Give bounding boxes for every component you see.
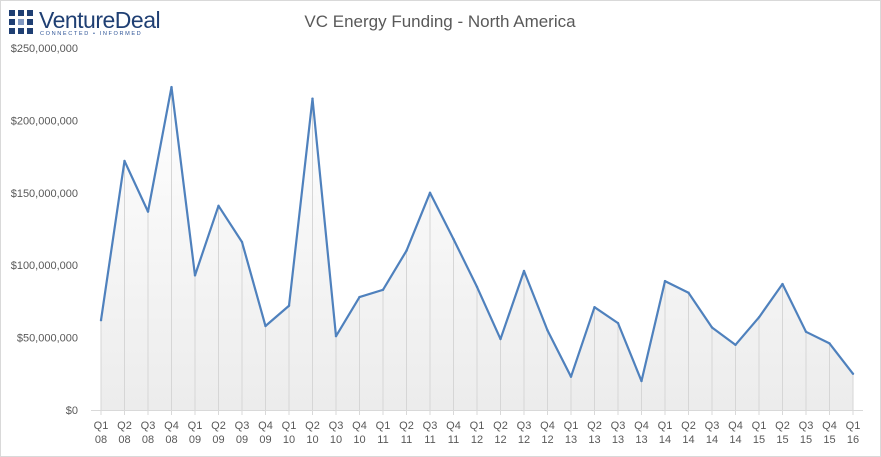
data-point [851,372,855,375]
data-point [428,191,432,194]
x-tick-label: Q4 10 [352,420,367,446]
x-tick-label: Q4 12 [540,420,555,446]
y-tick-label: $200,000,000 [11,115,78,127]
x-tick-label: Q2 08 [117,420,132,446]
x-tick-label: Q2 13 [587,420,602,446]
data-point [663,279,667,283]
logo-wordmark: VentureDeal [39,7,161,33]
data-point [287,304,291,307]
x-tick-label: Q2 11 [399,420,414,446]
data-point [334,334,338,338]
data-point [710,326,714,329]
data-point [405,249,408,252]
y-tick-label: $50,000,000 [17,333,78,345]
y-tick-label: $150,000,000 [11,188,78,200]
x-tick-label: Q3 11 [423,420,438,446]
data-point [828,342,831,345]
y-tick-label: $0 [66,405,78,417]
data-point [757,316,761,319]
x-tick-label: Q1 11 [376,420,391,446]
x-tick-label: Q4 14 [728,420,743,446]
x-tick-label: Q3 08 [141,420,156,446]
x-tick-label: Q2 12 [493,420,508,446]
data-point [193,274,197,277]
logo-tagline: CONNECTED • INFORMED [40,31,143,37]
data-point [170,85,173,89]
data-point [546,329,549,332]
logo-mark-icon [9,10,33,34]
x-tick-label: Q4 15 [822,420,837,446]
x-tick-label: Q1 09 [188,420,203,446]
data-point [640,379,643,383]
x-tick-label: Q2 14 [681,420,696,446]
x-tick-label: Q1 16 [846,420,861,446]
x-tick-label: Q3 13 [611,420,626,446]
data-point [240,240,244,244]
data-point [687,291,690,294]
x-tick-label: Q3 10 [329,420,344,446]
data-point [381,288,385,292]
data-point [522,269,526,273]
x-tick-label: Q3 12 [517,420,532,446]
y-tick-label: $100,000,000 [11,260,78,272]
data-point [804,330,808,334]
data-point [99,319,103,322]
data-point [311,97,314,100]
y-tick-label: $250,000,000 [11,43,78,55]
x-tick-label: Q2 10 [305,420,320,446]
x-tick-label: Q3 15 [799,420,814,446]
data-point [146,210,150,213]
data-point [123,159,126,163]
x-tick-label: Q1 14 [658,420,673,446]
x-tick-label: Q3 09 [235,420,250,446]
data-point [734,343,737,347]
data-point [781,282,784,286]
x-tick-label: Q4 08 [164,420,179,446]
data-point [217,204,220,208]
x-tick-label: Q1 12 [470,420,485,446]
data-point [358,295,361,299]
x-tick-label: Q3 14 [705,420,720,446]
data-point [452,237,455,241]
x-tick-label: Q1 10 [282,420,297,446]
chart-title: VC Energy Funding - North America [304,12,576,31]
x-tick-label: Q1 13 [564,420,579,446]
x-tick-label: Q4 13 [634,420,649,446]
logo: VentureDeal CONNECTED • INFORMED [8,7,178,39]
x-tick-label: Q1 08 [94,420,109,446]
x-tick-label: Q4 09 [258,420,273,446]
data-point [499,337,502,341]
x-tick-label: Q2 09 [211,420,226,446]
data-point [616,321,620,325]
x-tick-label: Q4 11 [446,420,461,446]
data-point [475,285,479,289]
data-point [569,375,573,378]
data-point [593,305,596,309]
x-tick-label: Q1 15 [752,420,767,446]
data-point [264,324,267,328]
x-tick-label: Q2 15 [775,420,790,446]
